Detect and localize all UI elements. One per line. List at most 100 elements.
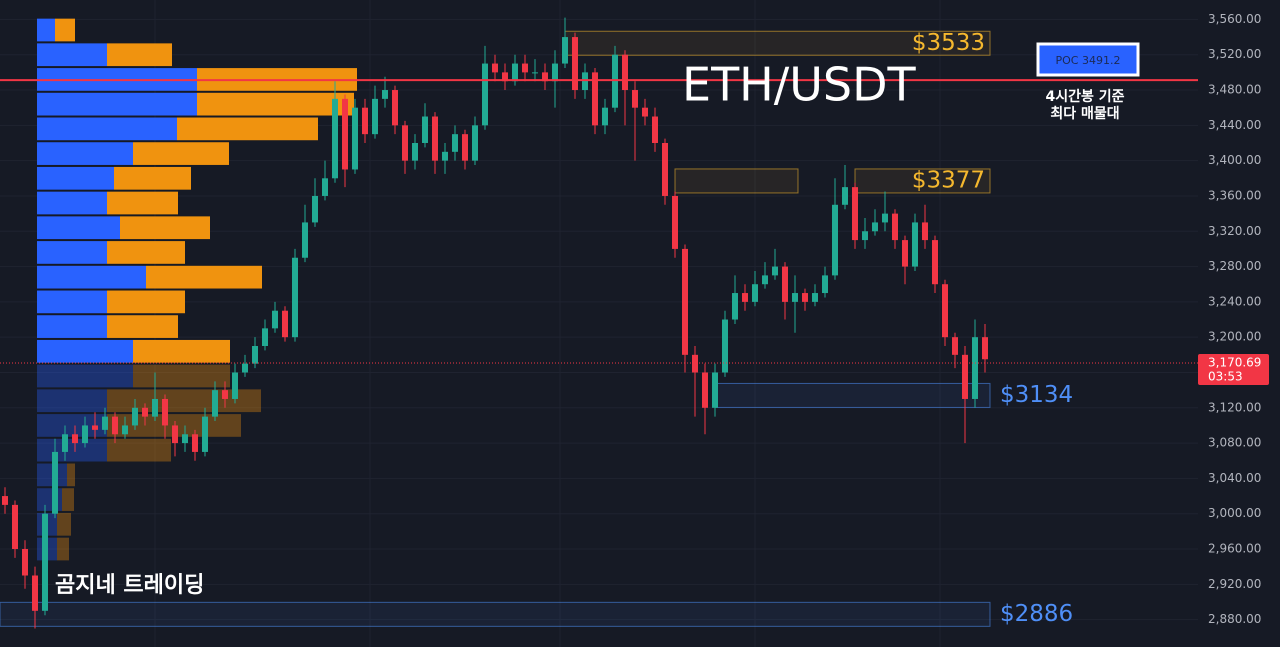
candle-body bbox=[882, 213, 888, 223]
profile-sell bbox=[133, 364, 230, 388]
candle-body bbox=[332, 98, 338, 179]
candle-body bbox=[932, 240, 938, 285]
candle-body bbox=[422, 116, 428, 143]
candle-body bbox=[642, 107, 648, 117]
candle-body bbox=[322, 178, 328, 196]
candle-body bbox=[712, 372, 718, 408]
candle-body bbox=[142, 407, 148, 417]
profile-sell bbox=[62, 488, 74, 511]
candle-body bbox=[972, 337, 978, 399]
candle-body bbox=[602, 107, 608, 126]
candle-body bbox=[702, 372, 708, 408]
y-tick-label: 3,240.00 bbox=[1208, 294, 1261, 308]
candle-body bbox=[672, 195, 678, 249]
y-tick-label: 3,040.00 bbox=[1208, 471, 1261, 485]
volume-profile bbox=[37, 18, 357, 561]
level-zone bbox=[564, 30, 991, 56]
candle-body bbox=[922, 222, 928, 241]
y-tick-label: 3,520.00 bbox=[1208, 47, 1261, 61]
vertical-grid bbox=[154, 0, 941, 647]
watermark: 곰지네 트레이딩 bbox=[55, 573, 204, 598]
candle-body bbox=[652, 116, 658, 143]
level-label: $3533 bbox=[912, 30, 985, 56]
profile-buy bbox=[37, 166, 114, 190]
candle-body bbox=[292, 257, 298, 338]
candle-body bbox=[112, 416, 118, 435]
profile-buy bbox=[37, 18, 55, 42]
candle-body bbox=[282, 310, 288, 338]
zones bbox=[0, 30, 991, 627]
candle-body bbox=[72, 434, 78, 444]
price-axis bbox=[1198, 0, 1280, 647]
candle-body bbox=[452, 134, 458, 152]
candle-body bbox=[272, 310, 278, 329]
candle-body bbox=[952, 337, 958, 355]
candle-body bbox=[852, 187, 858, 241]
profile-sell bbox=[107, 191, 178, 215]
candle-body bbox=[732, 293, 738, 320]
profile-sell bbox=[107, 43, 172, 67]
y-tick-label: 3,200.00 bbox=[1208, 330, 1261, 344]
candle-body bbox=[342, 98, 348, 170]
candle-body bbox=[542, 72, 548, 82]
y-tick-label: 3,280.00 bbox=[1208, 259, 1261, 273]
candle-body bbox=[492, 63, 498, 73]
candle-body bbox=[442, 151, 448, 161]
profile-sell bbox=[67, 463, 75, 487]
profile-buy bbox=[37, 364, 133, 388]
candle-body bbox=[252, 346, 258, 364]
y-tick-label: 2,920.00 bbox=[1208, 577, 1261, 591]
poc-annotation: 최다 매물대 bbox=[1050, 106, 1119, 122]
candle-body bbox=[532, 72, 538, 74]
candle-body bbox=[832, 204, 838, 276]
level-zone bbox=[674, 168, 799, 194]
candle-body bbox=[212, 390, 218, 417]
candle-body bbox=[2, 496, 8, 505]
profile-sell bbox=[107, 241, 185, 264]
candle-body bbox=[692, 354, 698, 373]
candle-body bbox=[82, 425, 88, 444]
candle-body bbox=[762, 275, 768, 285]
candle-body bbox=[772, 266, 778, 276]
profile-buy bbox=[37, 191, 107, 215]
candle-body bbox=[62, 434, 68, 452]
profile-buy bbox=[37, 488, 62, 511]
candle-body bbox=[472, 125, 478, 161]
y-tick-label: 3,360.00 bbox=[1208, 188, 1261, 202]
profile-buy bbox=[37, 43, 107, 67]
candle-body bbox=[632, 90, 638, 108]
y-tick-label: 2,960.00 bbox=[1208, 542, 1261, 556]
candle-body bbox=[872, 222, 878, 232]
profile-buy bbox=[37, 92, 197, 116]
candle-body bbox=[402, 125, 408, 161]
candle-body bbox=[782, 266, 788, 302]
candles bbox=[2, 17, 988, 629]
candle-body bbox=[392, 90, 398, 126]
profile-sell bbox=[177, 117, 318, 141]
profile-sell bbox=[146, 265, 262, 289]
candle-body bbox=[32, 575, 38, 611]
candle-body bbox=[822, 275, 828, 294]
candle-body bbox=[962, 354, 968, 399]
y-tick-label: 3,440.00 bbox=[1208, 118, 1261, 132]
candle-body bbox=[892, 213, 898, 241]
candle-body bbox=[522, 63, 528, 73]
candle-body bbox=[662, 142, 668, 196]
candle-body bbox=[482, 63, 488, 126]
level-label: $2886 bbox=[1000, 601, 1073, 627]
candle-body bbox=[432, 116, 438, 161]
candle-body bbox=[242, 363, 248, 373]
current-price-box bbox=[1198, 354, 1269, 386]
candle-body bbox=[562, 37, 568, 64]
candle-body bbox=[382, 90, 388, 99]
profile-sell bbox=[107, 290, 185, 314]
candle-body bbox=[12, 504, 18, 550]
candle-body bbox=[92, 425, 98, 430]
candle-body bbox=[262, 328, 268, 347]
poc-label: POC 3491.2 bbox=[1056, 54, 1121, 67]
candle-body bbox=[302, 222, 308, 258]
candle-body bbox=[512, 63, 518, 82]
profile-buy bbox=[37, 414, 107, 437]
candle-body bbox=[102, 416, 108, 430]
